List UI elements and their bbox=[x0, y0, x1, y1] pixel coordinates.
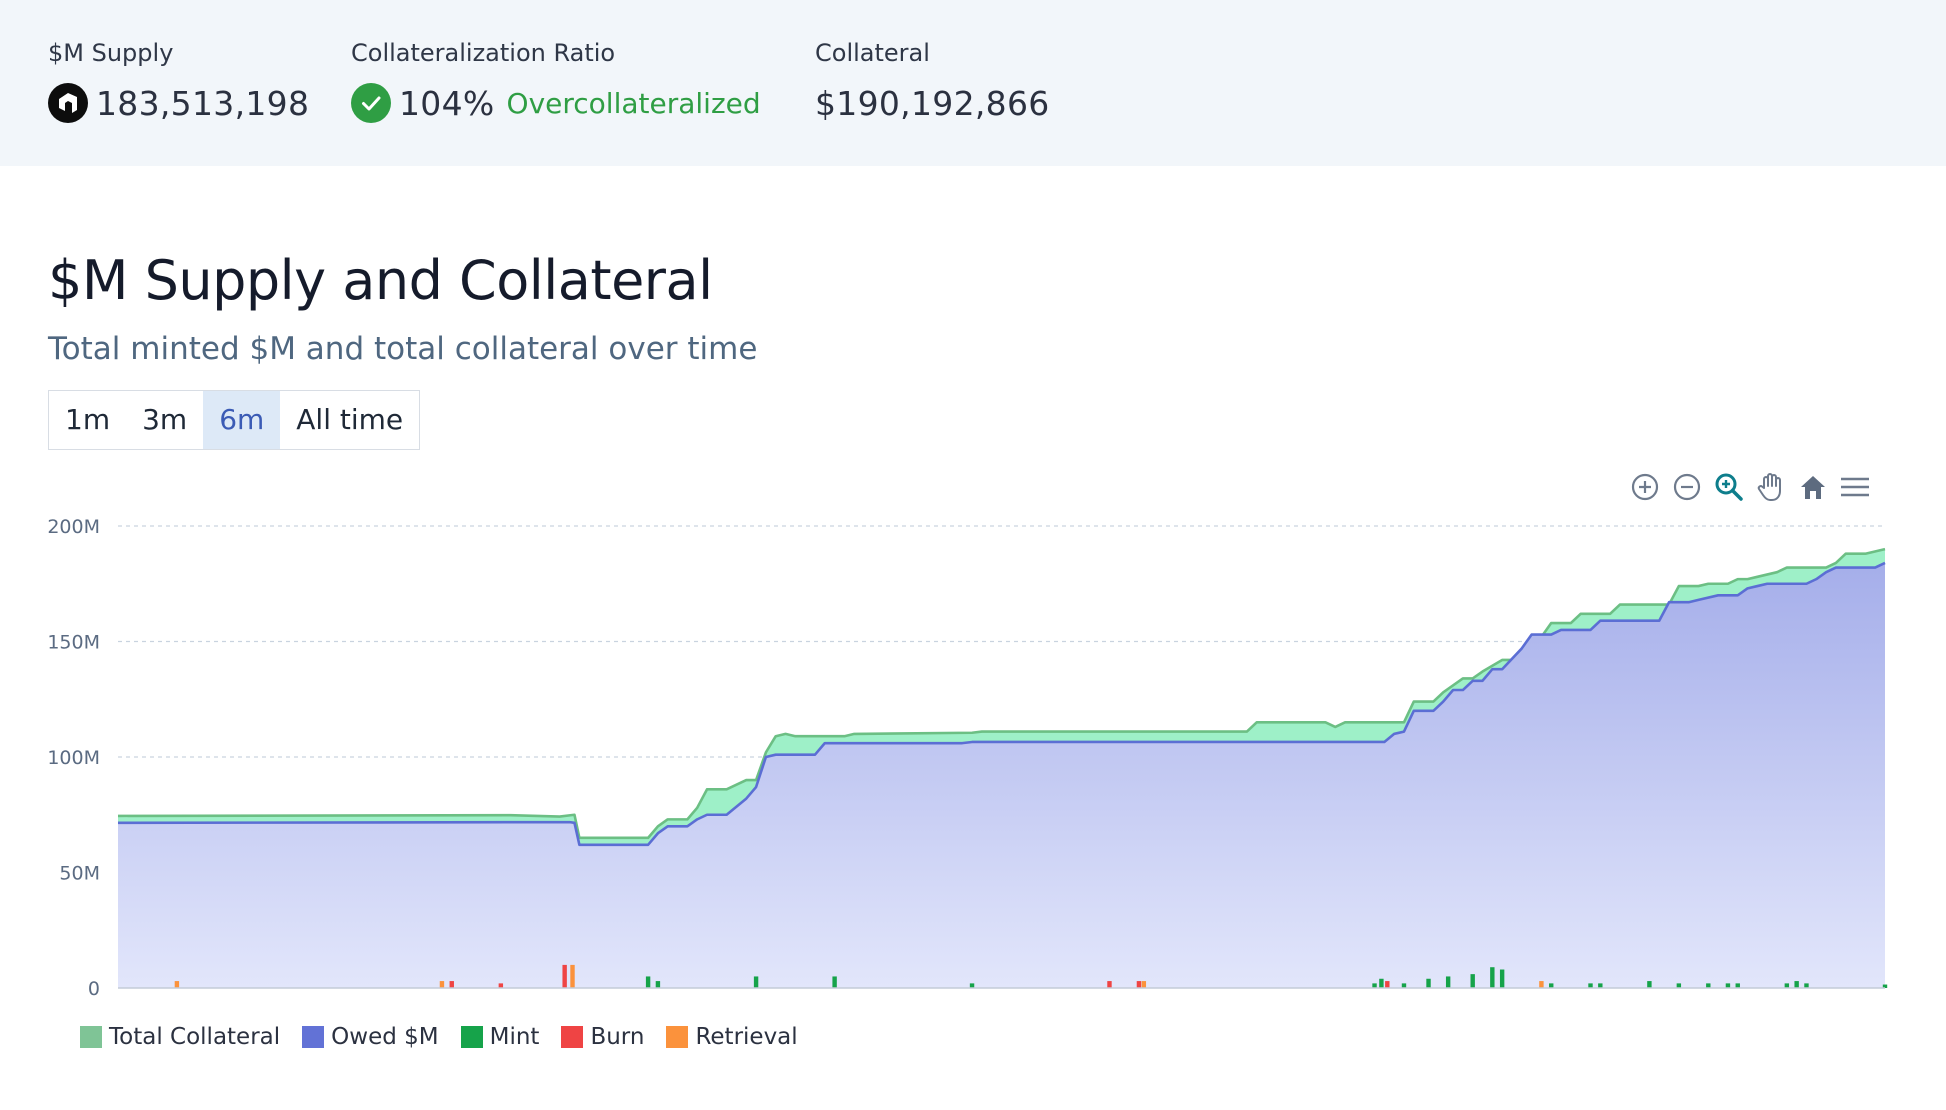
mint-bar bbox=[832, 976, 837, 988]
legend-swatch bbox=[666, 1026, 689, 1048]
y-axis: 0 50M 100M 150M 200M bbox=[47, 516, 1885, 1000]
time-range-selector: 1m 3m 6m All time bbox=[48, 390, 421, 450]
collateral-value: $190,192,866 bbox=[815, 83, 1050, 123]
mint-bar bbox=[1647, 981, 1652, 988]
pan-hand-icon[interactable] bbox=[1754, 470, 1788, 504]
mint-bar bbox=[1784, 983, 1790, 988]
mint-bar bbox=[1470, 974, 1475, 988]
mint-bar bbox=[1379, 978, 1384, 988]
area-series bbox=[117, 547, 1886, 988]
chart-title: $M Supply and Collateral bbox=[48, 249, 713, 312]
y-tick-label: 200M bbox=[47, 516, 100, 538]
ratio-value: 104% bbox=[399, 83, 495, 123]
chart-subtitle: Total minted $M and total collateral ove… bbox=[48, 331, 758, 367]
zoom-out-icon[interactable] bbox=[1670, 470, 1704, 504]
ratio-stat: Collateralization Ratio 104% Overcollate… bbox=[351, 38, 761, 124]
zoom-select-icon[interactable] bbox=[1712, 470, 1746, 504]
mint-bar bbox=[1426, 978, 1431, 988]
legend-item-owed-m[interactable]: Owed $M bbox=[302, 1024, 439, 1050]
y-tick-label: 0 bbox=[88, 978, 100, 1000]
burn-bar bbox=[562, 964, 567, 988]
mint-bar bbox=[1706, 983, 1711, 988]
legend-label: Retrieval bbox=[695, 1024, 798, 1050]
mint-bar bbox=[1499, 969, 1505, 988]
collateral-stat: Collateral $190,192,866 bbox=[815, 38, 1050, 124]
legend-item-mint[interactable]: Mint bbox=[460, 1024, 540, 1050]
supply-stat: $M Supply 183,513,198 bbox=[48, 38, 309, 124]
total-collateral-line bbox=[117, 547, 1886, 840]
range-button-6m[interactable]: 6m bbox=[203, 391, 281, 449]
legend-swatch bbox=[302, 1026, 325, 1048]
mint-bar bbox=[645, 976, 651, 988]
mint-bar bbox=[655, 981, 661, 988]
retrieval-bar bbox=[174, 981, 180, 988]
status-badge: Overcollateralized bbox=[506, 86, 761, 120]
mint-bar bbox=[1882, 984, 1888, 988]
burn-bar bbox=[449, 981, 454, 988]
owed-m-area bbox=[118, 562, 1885, 988]
mint-bar bbox=[1735, 983, 1740, 988]
mint-bar bbox=[1549, 983, 1554, 988]
mint-bar bbox=[1588, 983, 1593, 988]
burn-bar bbox=[1107, 981, 1112, 988]
stats-bar: $M Supply 183,513,198 Collateralization … bbox=[0, 0, 1946, 166]
burn-bar bbox=[498, 983, 504, 988]
chart-toolbar bbox=[1628, 470, 1872, 504]
mint-bar bbox=[1372, 983, 1377, 988]
collateral-label: Collateral bbox=[815, 39, 930, 67]
retrieval-bar bbox=[1141, 981, 1147, 988]
legend-label: Burn bbox=[590, 1024, 645, 1050]
mint-bar bbox=[753, 976, 759, 988]
legend-item-total-collateral[interactable]: Total Collateral bbox=[80, 1024, 280, 1050]
burn-bar bbox=[1385, 981, 1390, 988]
y-tick-label: 50M bbox=[59, 863, 100, 885]
range-button-3m[interactable]: 3m bbox=[142, 403, 188, 436]
mint-bar bbox=[1490, 967, 1495, 988]
supply-collateral-chart[interactable]: 0 50M 100M 150M 200M bbox=[0, 500, 1946, 1020]
burn-bar bbox=[1136, 981, 1142, 988]
owed-m-line bbox=[117, 561, 1886, 847]
mint-bar bbox=[1725, 983, 1731, 988]
mint-bar bbox=[1401, 983, 1407, 988]
bar-series bbox=[174, 964, 1888, 988]
mint-bar bbox=[1804, 983, 1809, 988]
zoom-in-icon[interactable] bbox=[1628, 470, 1662, 504]
supply-value: 183,513,198 bbox=[96, 83, 310, 123]
m-token-icon bbox=[48, 83, 88, 123]
mint-bar bbox=[1445, 976, 1451, 988]
legend-label: Mint bbox=[489, 1024, 540, 1050]
range-button-1m[interactable]: 1m bbox=[65, 403, 111, 436]
legend-swatch bbox=[460, 1026, 483, 1048]
supply-label: $M Supply bbox=[48, 39, 174, 67]
retrieval-bar bbox=[570, 964, 575, 988]
chart-legend: Total Collateral Owed $M Mint Burn Retri… bbox=[80, 1024, 820, 1050]
legend-item-burn[interactable]: Burn bbox=[561, 1024, 644, 1050]
range-button-all-time[interactable]: All time bbox=[296, 403, 404, 436]
mint-bar bbox=[1794, 981, 1799, 988]
legend-label: Total Collateral bbox=[109, 1024, 281, 1050]
mint-bar bbox=[969, 983, 975, 988]
legend-swatch bbox=[561, 1026, 584, 1048]
y-tick-label: 100M bbox=[47, 747, 100, 769]
y-tick-label: 150M bbox=[47, 632, 100, 654]
legend-item-retrieval[interactable]: Retrieval bbox=[666, 1024, 798, 1050]
mint-bar bbox=[1598, 983, 1603, 988]
legend-label: Owed $M bbox=[331, 1024, 439, 1050]
menu-icon[interactable] bbox=[1838, 470, 1872, 504]
reset-home-icon[interactable] bbox=[1796, 470, 1830, 504]
legend-swatch bbox=[80, 1026, 102, 1048]
mint-bar bbox=[1676, 983, 1682, 988]
ratio-label: Collateralization Ratio bbox=[351, 39, 616, 67]
check-circle-icon bbox=[351, 83, 391, 123]
retrieval-bar bbox=[439, 981, 445, 988]
retrieval-bar bbox=[1539, 981, 1544, 988]
